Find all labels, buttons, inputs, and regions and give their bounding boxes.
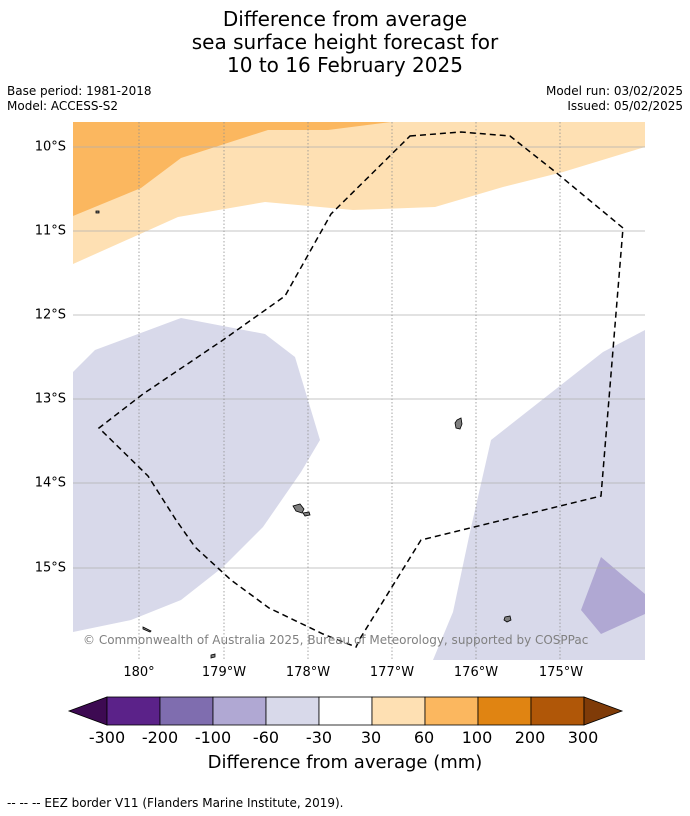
lat-label-11s: 11°S <box>34 223 66 239</box>
anomaly-band-neg30-60-west <box>73 318 320 632</box>
map-panel <box>73 122 645 660</box>
cb-tick-neg100: -100 <box>194 728 232 747</box>
lon-label-179w: 179°W <box>201 665 247 680</box>
island-futuna <box>292 503 305 514</box>
map-canvas <box>73 122 645 660</box>
island-south <box>503 615 512 623</box>
title-line-3: 10 to 16 February 2025 <box>227 53 463 77</box>
colorbar-segment-neg30-30 <box>318 696 373 726</box>
title-line-1: Difference from average <box>222 7 468 31</box>
cb-tick-300: 300 <box>567 728 599 747</box>
colorbar-segment-neg60-neg30 <box>265 696 320 726</box>
lon-label-175w: 175°W <box>538 665 584 680</box>
lon-label-180: 180° <box>123 665 155 680</box>
model-text: Model: ACCESS-S2 <box>7 99 119 113</box>
lon-label-178w: 178°W <box>285 665 331 680</box>
colorbar-segment-60-100 <box>424 696 479 726</box>
lat-label-14s: 14°S <box>34 475 66 491</box>
colorbar <box>67 696 624 726</box>
footnote-eez: -- -- -- EEZ border V11 (Flanders Marine… <box>7 796 344 810</box>
island-northwest <box>95 210 100 214</box>
cb-tick-60: 60 <box>413 728 435 747</box>
cb-tick-200: 200 <box>514 728 546 747</box>
anomaly-band-60-100 <box>73 122 391 216</box>
lat-label-15s: 15°S <box>34 560 66 576</box>
issued-text: Issued: 05/02/2025 <box>567 99 683 113</box>
colorbar-segment-200-300 <box>530 696 585 726</box>
colorbar-segment-100-200 <box>477 696 532 726</box>
cb-tick-neg200: -200 <box>141 728 179 747</box>
anomaly-band-neg30-60-east <box>433 330 645 660</box>
colorbar-segment-30-60 <box>371 696 426 726</box>
lat-label-10s: 10°S <box>34 139 66 155</box>
cb-tick-30: 30 <box>360 728 382 747</box>
graticule <box>73 146 645 569</box>
island-southwest <box>142 626 152 633</box>
anomaly-band-neg60-100 <box>581 557 645 634</box>
cb-tick-neg60: -60 <box>252 728 280 747</box>
cb-tick-neg30: -30 <box>305 728 333 747</box>
colorbar-segment-neg100-neg60 <box>212 696 267 726</box>
meta-left: Base period: 1981-2018 Model: ACCESS-S2 <box>7 84 152 114</box>
island-alofi <box>302 511 311 517</box>
lon-label-176w: 176°W <box>453 665 499 680</box>
island-bottom <box>210 653 216 659</box>
lat-label-13s: 13°S <box>34 391 66 407</box>
map-title: Difference from average sea surface heig… <box>0 8 690 77</box>
colorbar-segment-above-300 <box>583 696 624 726</box>
copyright-text: © Commonwealth of Australia 2025, Bureau… <box>83 633 589 647</box>
colorbar-title: Difference from average (mm) <box>207 752 483 773</box>
colorbar-segment-neg200-neg100 <box>159 696 214 726</box>
lat-label-12s: 12°S <box>34 307 66 323</box>
base-period-text: Base period: 1981-2018 <box>7 84 152 98</box>
eez-border <box>97 131 624 648</box>
meridians <box>138 122 561 660</box>
lon-label-177w: 177°W <box>369 665 415 680</box>
islands <box>95 210 512 659</box>
island-wallis <box>454 417 463 430</box>
cb-tick-100: 100 <box>461 728 493 747</box>
anomaly-band-30-60 <box>73 122 645 264</box>
model-run-text: Model run: 03/02/2025 <box>545 84 683 98</box>
meta-right: Model run: 03/02/2025 Issued: 05/02/2025 <box>546 84 683 114</box>
cb-tick-neg300: -300 <box>88 728 126 747</box>
title-line-2: sea surface height forecast for <box>191 30 499 54</box>
colorbar-segment-neg300-neg200 <box>106 696 161 726</box>
colorbar-segment-below-neg300 <box>67 696 108 726</box>
